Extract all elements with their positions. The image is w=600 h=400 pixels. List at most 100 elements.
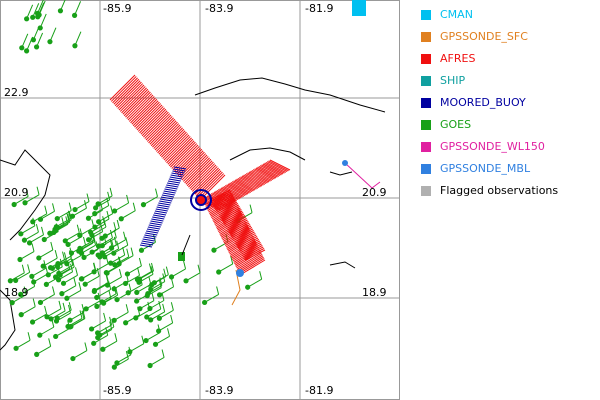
- afres-barb: [224, 185, 246, 197]
- goes-dot: [68, 250, 75, 256]
- goes-barb: [88, 231, 103, 241]
- buoy-barb: [167, 180, 181, 184]
- goes-dot: [202, 299, 208, 306]
- afres-barb: [215, 200, 237, 211]
- afres-barb: [242, 245, 263, 256]
- afres-barb: [239, 259, 266, 276]
- goes-barb: [70, 263, 74, 272]
- goes-barb: [121, 210, 136, 220]
- goes-dot: [89, 249, 95, 255]
- goes-dot: [118, 216, 124, 222]
- sonde-track: [231, 269, 241, 306]
- goes-barb: [32, 313, 47, 323]
- goes-dot: [134, 289, 140, 295]
- afres-barb: [259, 165, 281, 177]
- legend-label: GPSSONDE_MBL: [440, 162, 531, 175]
- afres-obs: [109, 74, 291, 276]
- goes-dot: [114, 296, 120, 303]
- goes-barb: [21, 264, 25, 273]
- goes-dot: [100, 346, 106, 352]
- coordinate-labels: -85.9 -83.9 -81.9 -85.9 -83.9 -81.9 22.9 20.9 18…: [4, 2, 387, 397]
- goes-barb: [57, 268, 61, 277]
- buoy-barb: [145, 232, 158, 236]
- goes-dot: [138, 247, 145, 253]
- goes-dot: [123, 320, 129, 326]
- goes-barb: [110, 205, 114, 214]
- lon-label: -85.9: [103, 2, 131, 15]
- goes-barb: [150, 266, 154, 275]
- afres-barb: [222, 210, 243, 222]
- goes-barb: [36, 186, 40, 195]
- goes-barb: [109, 187, 113, 197]
- goes-barb: [40, 294, 55, 303]
- goes-barb: [71, 244, 86, 254]
- afres-barb: [153, 123, 180, 149]
- goes-barb: [116, 354, 132, 364]
- goes-barb: [159, 286, 174, 296]
- goes-barb: [54, 250, 58, 259]
- goes-barb: [132, 202, 136, 211]
- afres-barb: [240, 242, 261, 253]
- goes-barb: [99, 326, 115, 336]
- afres-barb: [145, 114, 172, 141]
- goes-dot: [70, 355, 76, 362]
- afres-barb: [241, 243, 262, 255]
- afres-barb: [216, 201, 238, 213]
- goes-dot: [156, 315, 162, 321]
- goes-dot: [41, 236, 47, 243]
- afres-barb: [236, 234, 257, 246]
- goes-dot: [13, 345, 19, 351]
- goes-barb: [135, 309, 151, 319]
- afres-barb: [237, 237, 259, 249]
- goes-dot: [108, 260, 114, 266]
- goes-barb: [57, 219, 72, 229]
- buoy-barb: [167, 182, 180, 186]
- sonde-track: [344, 162, 381, 189]
- goes-barb: [20, 306, 36, 316]
- afres-barb: [211, 192, 232, 204]
- goes-dot: [60, 280, 67, 286]
- afres-barb: [240, 176, 261, 188]
- buoy-barb: [173, 168, 186, 172]
- goes-barb: [55, 268, 70, 278]
- goes-barb: [103, 294, 118, 304]
- goes-barb: [70, 318, 86, 327]
- buoy-barb: [163, 190, 176, 194]
- afres-barb: [126, 93, 153, 119]
- legend-swatch: [421, 54, 431, 64]
- afres-barb: [222, 186, 243, 198]
- goes-dot: [57, 8, 64, 14]
- legend-swatch: [421, 186, 431, 196]
- goes-barb: [32, 278, 36, 287]
- afres-barb: [214, 197, 235, 208]
- goes-barb: [98, 237, 113, 247]
- goes-dot: [47, 39, 53, 45]
- goes-dot: [183, 278, 189, 284]
- afres-barb: [150, 120, 177, 147]
- goes-dot: [24, 48, 30, 54]
- buoy-barb: [152, 216, 165, 220]
- goes-barb: [36, 345, 51, 355]
- goes-barb: [113, 285, 117, 294]
- afres-barb: [244, 173, 266, 185]
- goes-dot: [112, 262, 118, 268]
- afres-barb: [190, 164, 217, 191]
- afres-barb: [148, 117, 174, 144]
- goes-barb: [147, 301, 151, 311]
- buoy-barb: [159, 200, 172, 204]
- goes-barb: [167, 328, 171, 337]
- goes-barb: [75, 267, 78, 276]
- goes-barb: [128, 283, 132, 292]
- goes-barb: [197, 264, 201, 273]
- goes-barb: [58, 271, 73, 281]
- goes-barb: [93, 334, 108, 344]
- afres-barb: [139, 107, 165, 134]
- afres-barb: [186, 160, 213, 187]
- goes-barb: [15, 339, 31, 349]
- lat-label: 20.9: [4, 186, 29, 199]
- buoy-barb: [146, 228, 160, 232]
- afres-barb: [237, 255, 264, 272]
- goes-barb: [69, 311, 85, 321]
- afres-barb: [181, 154, 208, 181]
